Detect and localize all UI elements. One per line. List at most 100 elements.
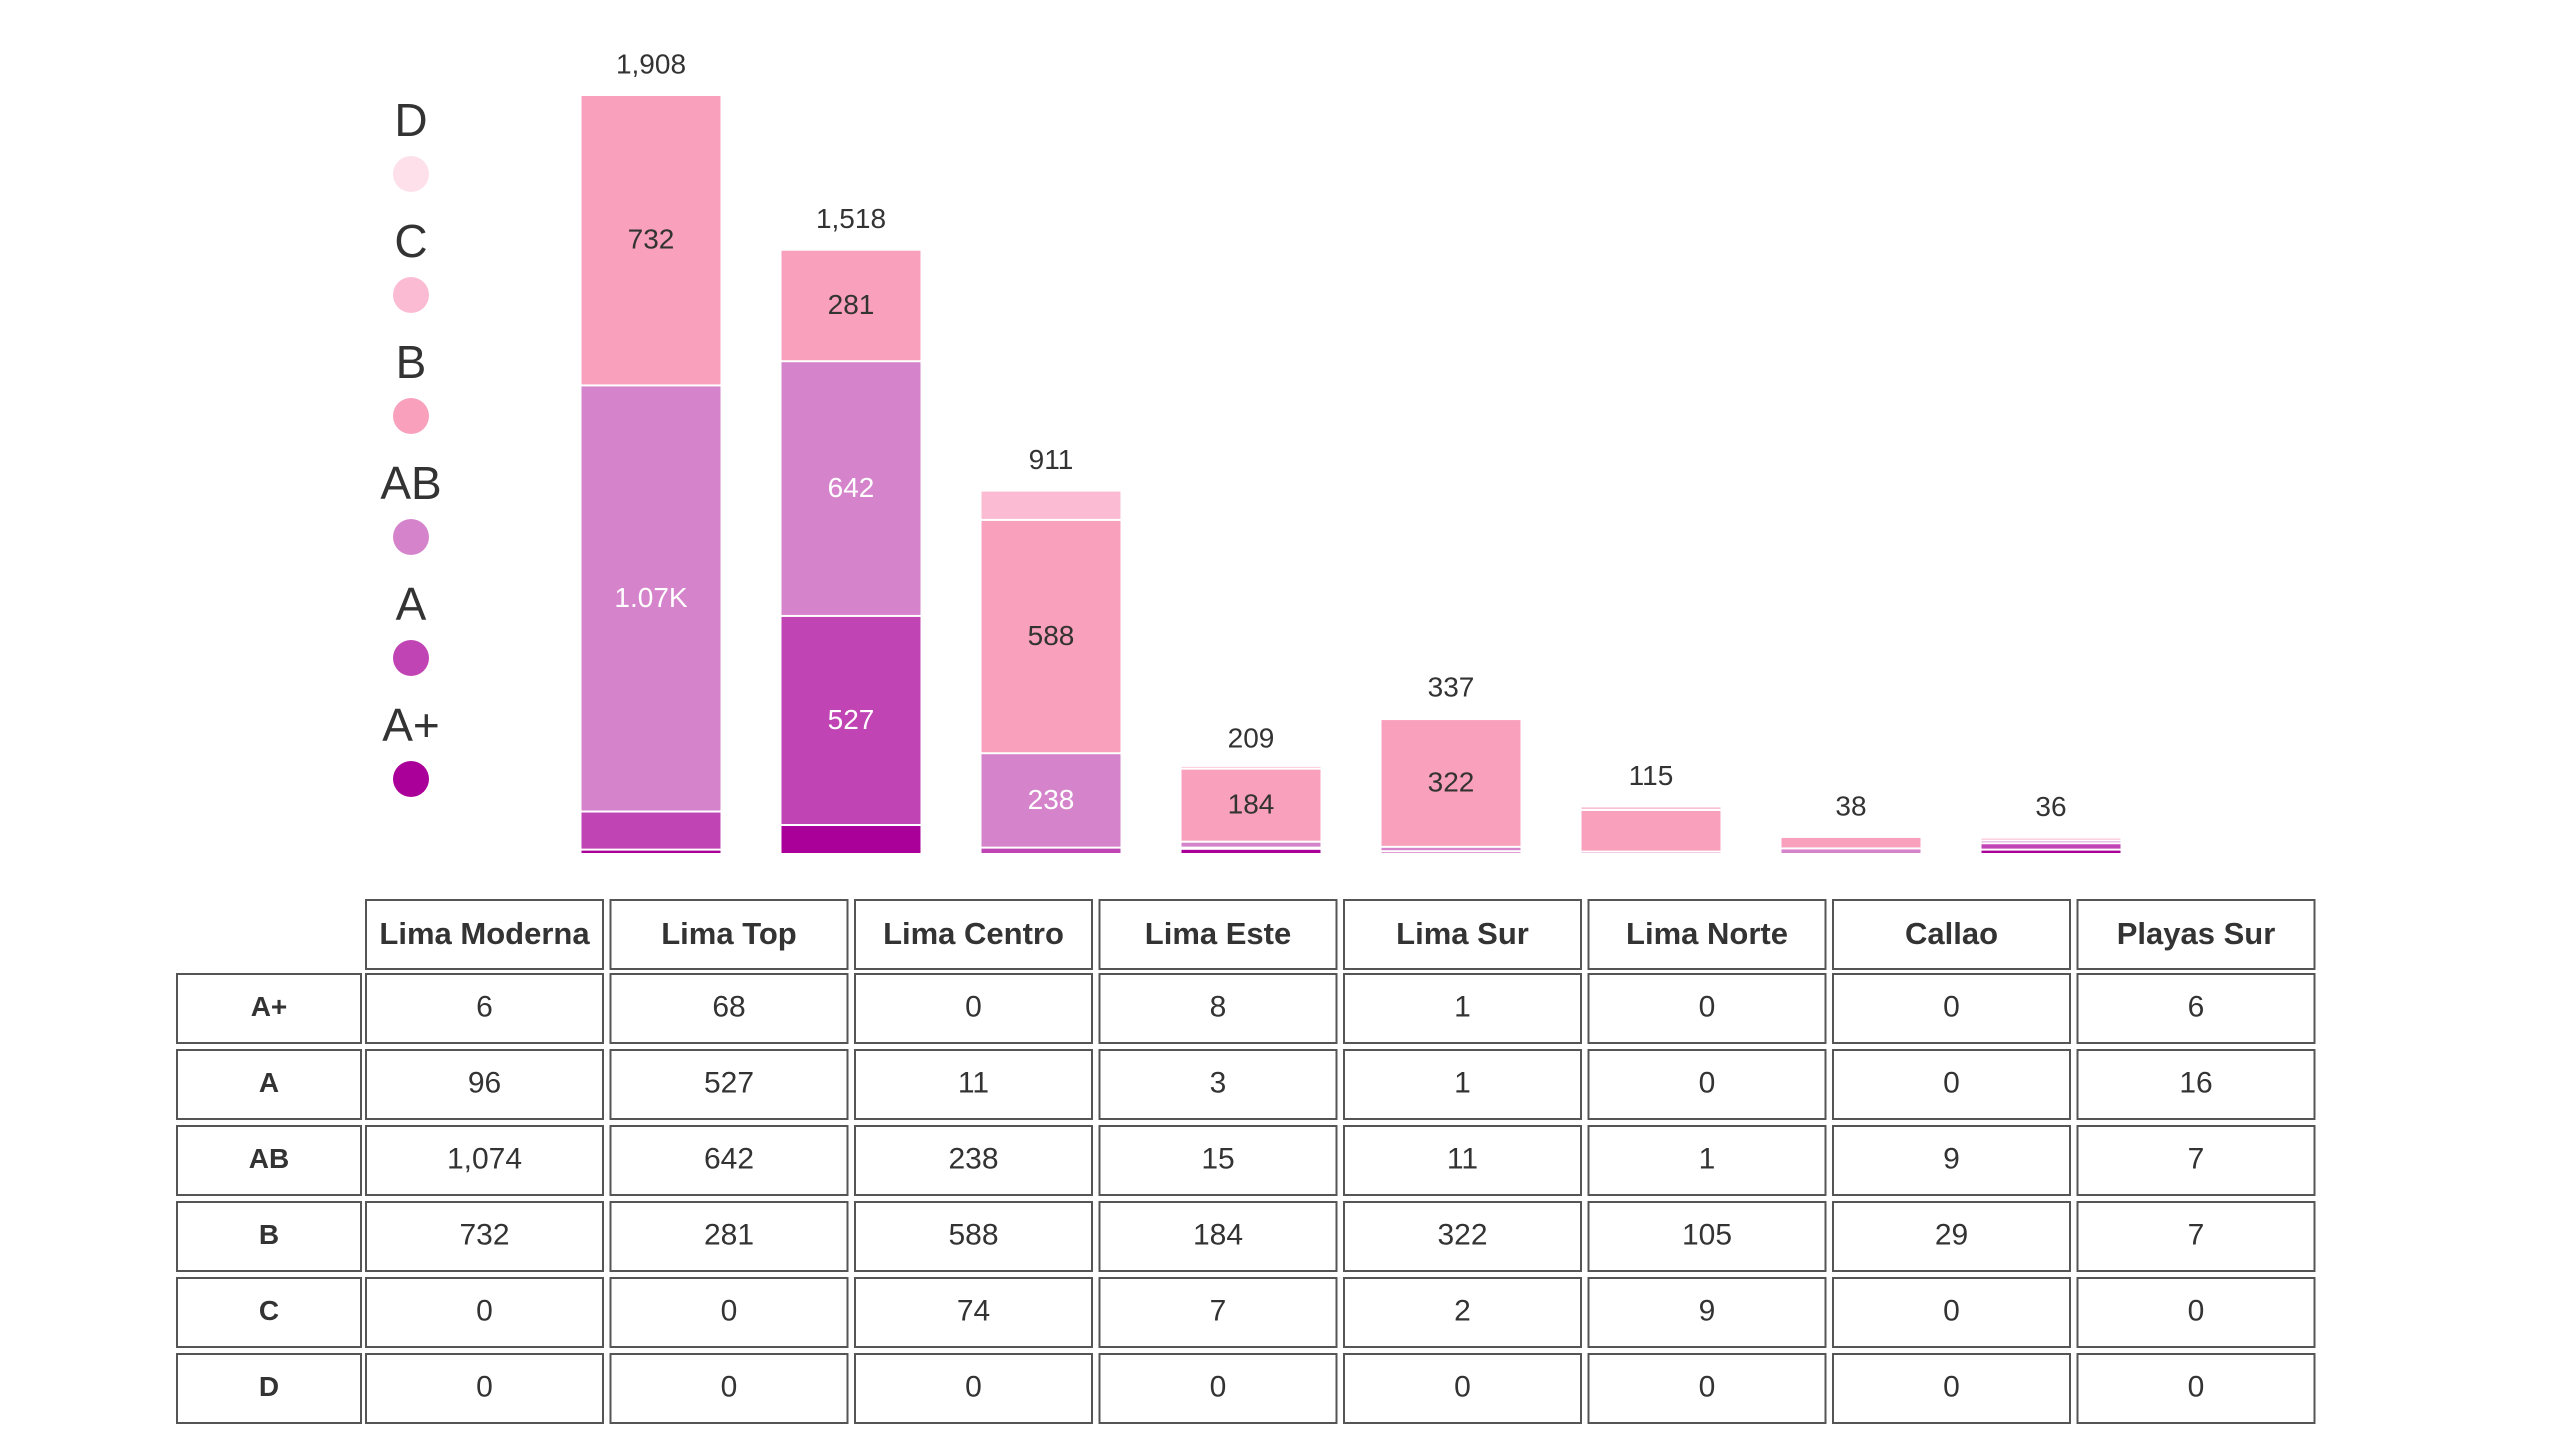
table-header-cell — [609, 899, 849, 970]
legend-label: A — [396, 578, 427, 630]
bar-segment — [781, 250, 921, 361]
cell-value: 0 — [965, 1370, 982, 1403]
row-header-cell — [176, 973, 362, 1044]
table-cell — [854, 1125, 1093, 1196]
table-header-cell — [2076, 899, 2316, 970]
table-cell — [854, 1049, 1093, 1120]
bar-segment — [1581, 810, 1721, 851]
cell-value: 68 — [712, 990, 745, 1023]
bar-segment — [1181, 842, 1321, 847]
cell-value: 74 — [957, 1294, 990, 1327]
table-cell — [1832, 1277, 2071, 1348]
table-cell — [1098, 973, 1338, 1044]
table-cell — [365, 1049, 604, 1120]
table-cell — [1098, 1277, 1338, 1348]
cell-value: 96 — [468, 1066, 501, 1099]
bar-value-label: 588 — [1028, 620, 1075, 651]
bar-segment — [1981, 850, 2121, 853]
cell-value: 0 — [476, 1294, 493, 1327]
table-cell — [1343, 1125, 1582, 1196]
table-cell — [1098, 1049, 1338, 1120]
table-cell — [1343, 1049, 1582, 1120]
cell-value: 184 — [1193, 1218, 1243, 1251]
cell-value: 0 — [1210, 1370, 1227, 1403]
bar-segment — [1981, 841, 2121, 843]
bar-segment — [581, 386, 721, 811]
table-cell — [609, 1201, 849, 1272]
table-cell — [854, 1277, 1093, 1348]
column-header: Playas Sur — [2117, 916, 2276, 951]
table-cell — [1098, 1353, 1338, 1424]
table-cell — [2076, 1353, 2316, 1424]
bar-segment — [981, 520, 1121, 753]
cell-value: 281 — [704, 1218, 754, 1251]
cell-value: 2 — [1454, 1294, 1471, 1327]
legend-label: D — [394, 94, 427, 146]
cell-value: 11 — [958, 1066, 989, 1099]
bar-segment — [1181, 769, 1321, 841]
legend-marker — [393, 398, 429, 434]
column-header: Lima Centro — [883, 916, 1064, 951]
row-header-cell — [176, 1049, 362, 1120]
cell-value: 0 — [1699, 1066, 1716, 1099]
row-header-cell — [176, 1201, 362, 1272]
cell-value: 0 — [965, 990, 982, 1023]
table-cell — [2076, 1049, 2316, 1120]
bar-segment — [1381, 847, 1521, 851]
legend-marker — [393, 156, 429, 192]
cell-value: 1 — [1454, 1066, 1471, 1099]
cell-value: 642 — [704, 1142, 754, 1175]
column-header: Lima Este — [1145, 916, 1291, 951]
table-cell — [2076, 1201, 2316, 1272]
total-label: 1,518 — [816, 203, 886, 234]
cell-value: 0 — [721, 1294, 738, 1327]
legend-marker — [393, 519, 429, 555]
table-cell — [1343, 1353, 1582, 1424]
legend-label: C — [394, 215, 427, 267]
cell-value: 0 — [2188, 1294, 2205, 1327]
cell-value: 6 — [2188, 990, 2205, 1023]
table-cell — [1343, 1201, 1582, 1272]
cell-value: 0 — [1943, 990, 1960, 1023]
cell-value: 9 — [1943, 1142, 1960, 1175]
row-header: B — [259, 1219, 279, 1250]
cell-value: 11 — [1447, 1142, 1478, 1175]
bar-segment — [1381, 720, 1521, 846]
row-header-cell — [176, 1277, 362, 1348]
table-cell — [1587, 1201, 1827, 1272]
legend-marker — [393, 761, 429, 797]
bar-value-label: 1.07K — [614, 582, 687, 613]
table-cell — [1098, 1125, 1338, 1196]
cell-value: 0 — [1699, 990, 1716, 1023]
cell-value: 0 — [721, 1370, 738, 1403]
legend-label: A+ — [382, 699, 440, 751]
row-header: A+ — [251, 991, 288, 1022]
bar-segment — [981, 848, 1121, 853]
table-cell — [365, 1277, 604, 1348]
bar-value-label: 732 — [628, 224, 675, 255]
bar-segment — [581, 96, 721, 385]
bar-segment — [1181, 766, 1321, 768]
bar-value-label: 184 — [1228, 789, 1275, 820]
bar-value-label: 322 — [1428, 766, 1475, 797]
cell-value: 105 — [1682, 1218, 1732, 1251]
bar-segment — [1981, 838, 2121, 840]
table-cell — [365, 1353, 604, 1424]
table-cell — [609, 973, 849, 1044]
table-header-cell — [365, 899, 604, 970]
table-cell — [854, 973, 1093, 1044]
bar-segment — [981, 754, 1121, 847]
table-header-cell — [854, 899, 1093, 970]
bar-segment — [1581, 807, 1721, 809]
total-label: 209 — [1228, 722, 1275, 753]
bar-segment — [1181, 849, 1321, 853]
table-cell — [1587, 1049, 1827, 1120]
cell-value: 7 — [2188, 1142, 2205, 1175]
bar-segment — [781, 826, 921, 853]
legend-marker — [393, 277, 429, 313]
row-header: D — [259, 1371, 279, 1402]
table-cell — [1343, 973, 1582, 1044]
table-cell — [2076, 1277, 2316, 1348]
row-header-cell — [176, 1125, 362, 1196]
